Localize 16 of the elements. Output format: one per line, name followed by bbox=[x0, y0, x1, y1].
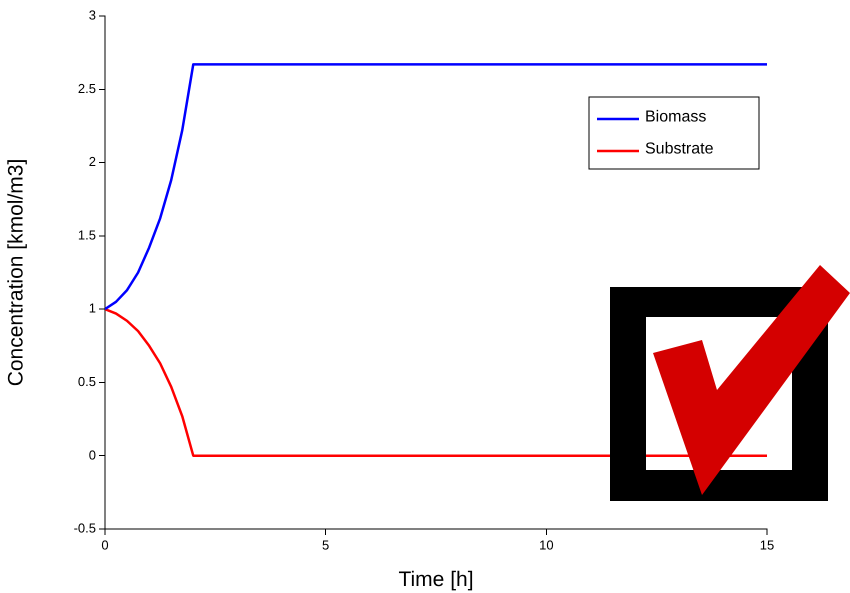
x-tick-label: 15 bbox=[760, 537, 774, 552]
y-axis-title: Concentration [kmol/m3] bbox=[4, 158, 28, 386]
y-tick-label: 2.5 bbox=[78, 80, 96, 96]
y-tick-label: 3 bbox=[88, 8, 96, 23]
y-tick-label: 0 bbox=[88, 447, 96, 462]
x-tick-label: 10 bbox=[539, 537, 554, 552]
y-tick-label: 2 bbox=[88, 154, 96, 170]
x-tick-label: 5 bbox=[322, 537, 330, 552]
x-tick-label: 0 bbox=[101, 537, 109, 552]
x-axis-title: Time [h] bbox=[398, 568, 474, 592]
y-tick-label: 1.5 bbox=[78, 227, 96, 242]
y-tick-label: -0.5 bbox=[74, 520, 96, 536]
legend-label: Biomass bbox=[645, 108, 706, 126]
y-tick-label: 1 bbox=[88, 300, 96, 316]
legend-label: Substrate bbox=[645, 140, 714, 158]
y-tick-label: 0.5 bbox=[78, 374, 96, 390]
